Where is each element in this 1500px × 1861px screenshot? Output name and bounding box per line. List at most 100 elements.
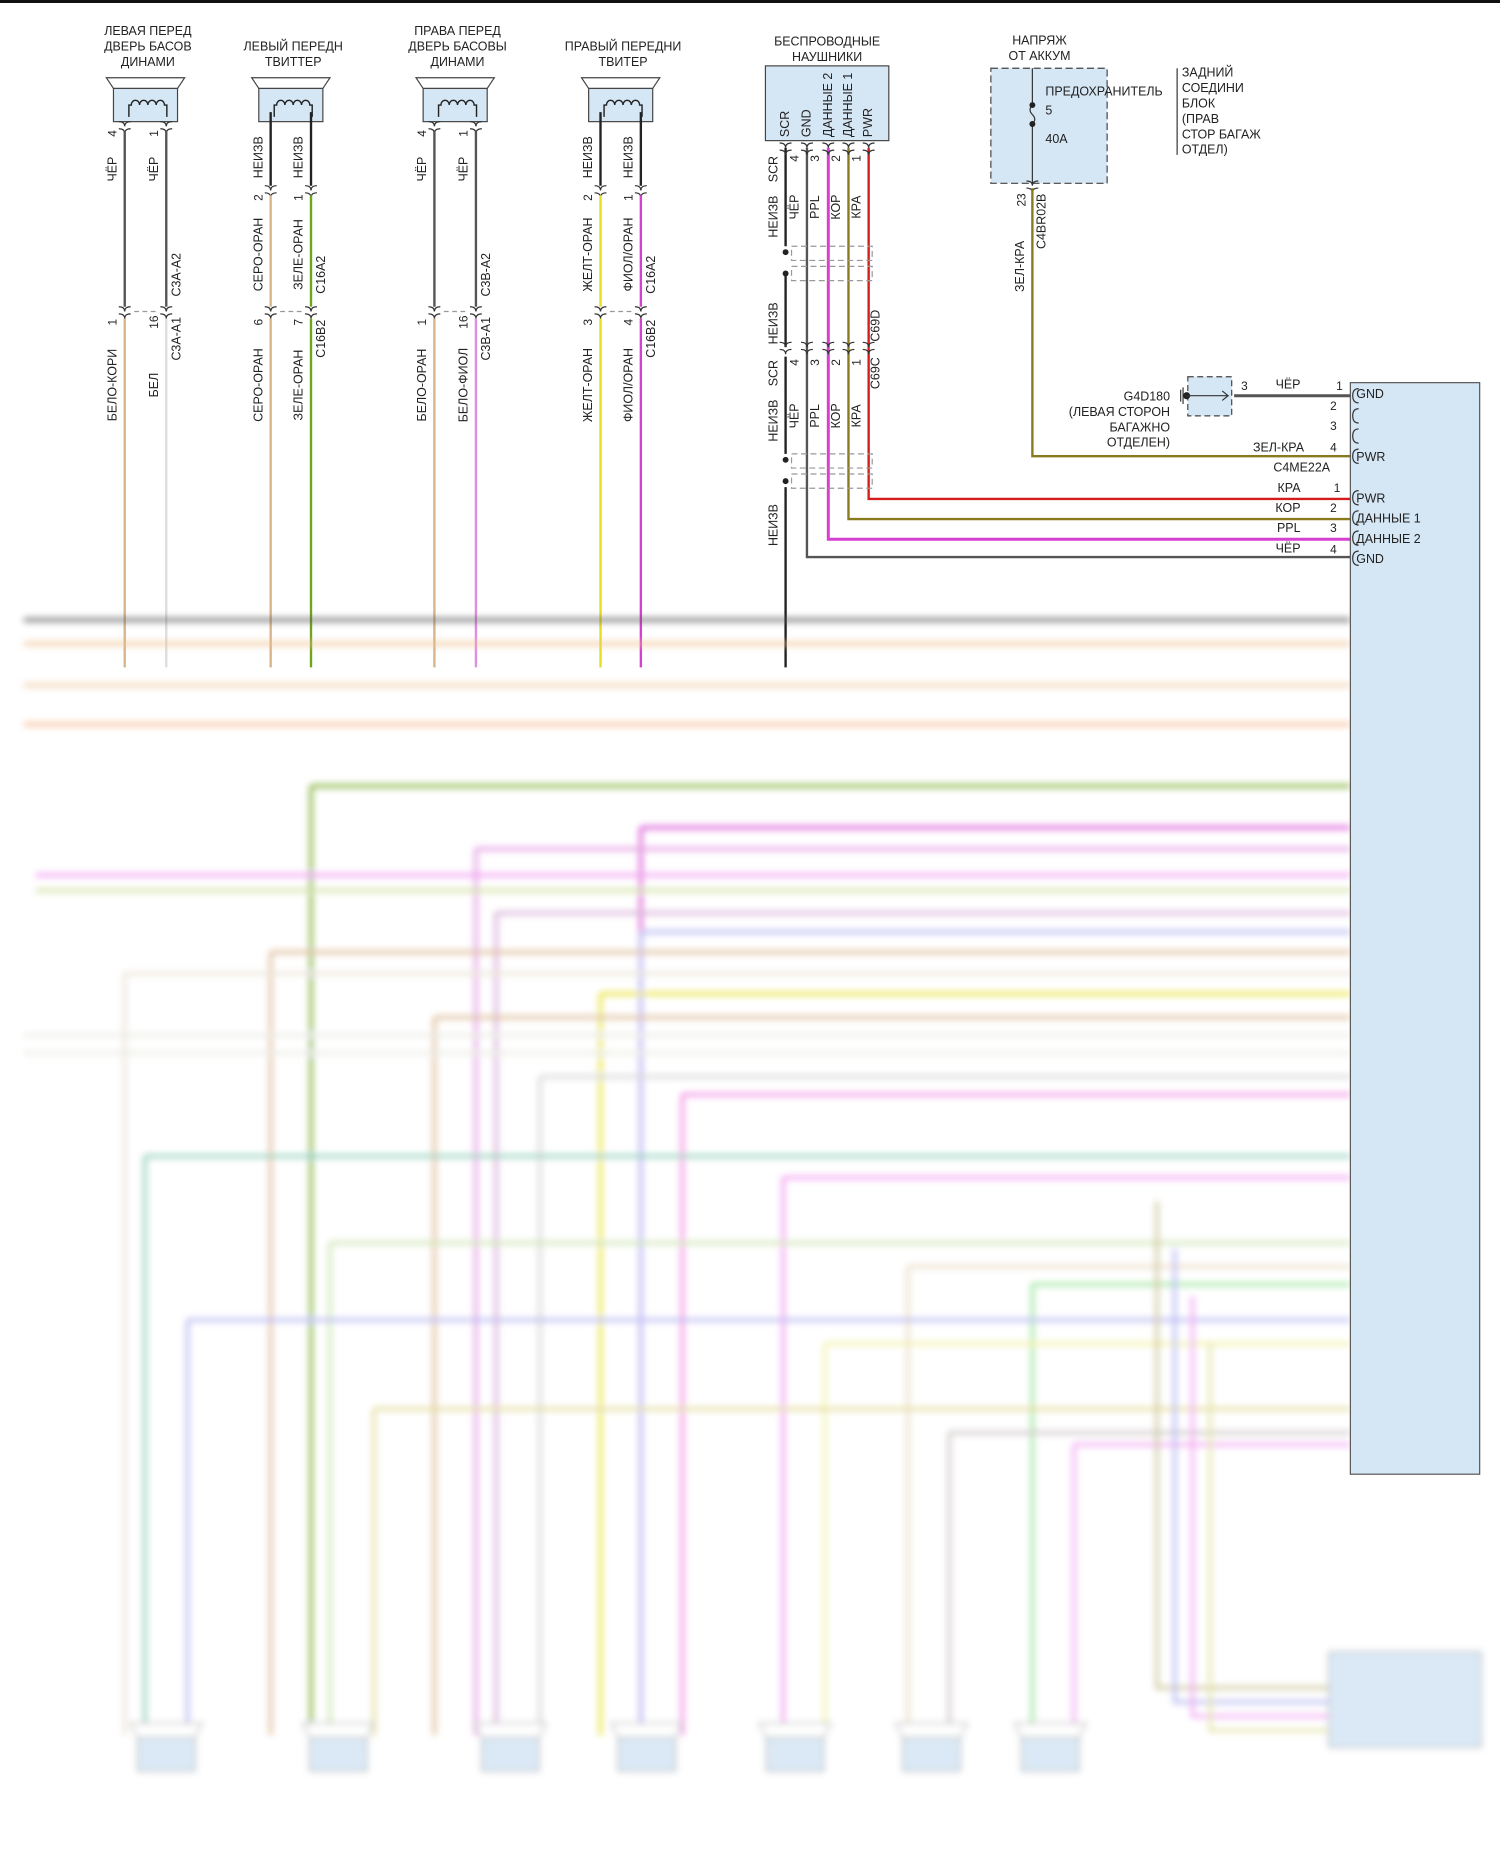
- wire-label: БЕЛО-КОРИ: [105, 349, 119, 421]
- connector-label: C3A-A2: [169, 253, 183, 297]
- wire-label: СЕРО-ОРАН: [251, 218, 265, 292]
- ground-name: G4D180: [1124, 389, 1170, 403]
- blurred-speaker: [309, 1737, 368, 1772]
- splice-dot: [782, 456, 789, 463]
- wire-label: НЕИЗВ: [581, 136, 595, 178]
- pin-number: 1: [457, 130, 471, 137]
- blurred-speaker: [1021, 1737, 1080, 1772]
- speaker-icon: [758, 1722, 832, 1739]
- pin-function: GND: [1356, 387, 1384, 401]
- splice-dot: [782, 478, 789, 485]
- pin-number: 3: [1241, 379, 1248, 393]
- pin-number: 4: [788, 359, 802, 366]
- pin-number: 2: [1330, 501, 1337, 515]
- wire-label: КРА: [849, 195, 863, 219]
- blurred-wire: [1172, 1248, 1329, 1704]
- wire-label: БЕЛ: [147, 373, 161, 398]
- wire-label: КОР: [829, 403, 843, 428]
- fuse-block: НАПРЯЖ ОТ АККУМ ЗАДНИЙ СОЕДИНИ БЛОК (ПРА…: [990, 34, 1353, 458]
- pin-name: PWR: [861, 108, 875, 137]
- ground-location: ОТДЕЛЕН): [1107, 436, 1170, 450]
- speaker-icon: [414, 77, 496, 90]
- wire-zel-kra: [1031, 188, 1353, 458]
- pin-number: 2: [829, 155, 843, 162]
- pin-number: 4: [1330, 543, 1337, 557]
- pin-hook: [1352, 428, 1359, 444]
- pin-number: 3: [1330, 419, 1337, 433]
- pin-number: 4: [622, 318, 636, 325]
- headphones-title-1: БЕСПРОВОДНЫЕ: [774, 35, 880, 49]
- location-text: СТОР БАГАЖ: [1182, 127, 1261, 141]
- connector-label: C4BR02B: [1034, 194, 1048, 249]
- speaker-icon: [105, 77, 186, 90]
- connector-label: C16A2: [314, 256, 328, 294]
- fuse-title-2: ОТ АККУМ: [1009, 49, 1071, 63]
- speaker-title: ТВИТТЕР: [265, 55, 322, 69]
- wire-pwr: [867, 147, 1353, 501]
- speaker-icon: [610, 1722, 684, 1739]
- pin-function: PWR: [1356, 450, 1385, 464]
- fuse-terminal: [1029, 102, 1036, 109]
- speaker-icon: [1013, 1722, 1087, 1739]
- wire-label: ЧЁР: [1276, 378, 1301, 392]
- blurred-wire: [1208, 1343, 1329, 1733]
- speaker-body: [258, 87, 324, 123]
- headphones-title-2: НАУШНИКИ: [792, 50, 862, 64]
- connector-label: C3B-A2: [479, 253, 493, 297]
- pin-name: ДАННЫЕ 1: [841, 73, 855, 137]
- pin-number: 4: [788, 155, 802, 162]
- speaker-title: ДИНАМИ: [431, 55, 485, 69]
- wire-label: КОР: [1275, 501, 1300, 515]
- location-text: ЗАДНИЙ: [1182, 65, 1234, 80]
- pin-number: 2: [829, 359, 843, 366]
- control-module: C4ME22A ЗЕЛ-КРА КРА КОР PPL ЧЁР GND PWR …: [1253, 379, 1481, 1475]
- pin-number: 2: [581, 194, 595, 201]
- speaker-icon: [580, 77, 661, 90]
- wire-label: ЧЁР: [457, 157, 471, 182]
- wire-label: ЗЕЛЕ-ОРАН: [292, 350, 306, 421]
- speaker-icon: [250, 77, 332, 90]
- pin-number: 1: [292, 194, 306, 201]
- speaker-icon: [894, 1722, 969, 1739]
- speaker-body: [112, 87, 179, 123]
- pin-number: 2: [251, 194, 265, 201]
- pin-number: 2: [1330, 399, 1337, 413]
- wire-label: PPL: [808, 404, 822, 428]
- pin-number: 6: [251, 318, 265, 325]
- pin-hook: [1352, 490, 1359, 506]
- pin-number: 1: [105, 318, 119, 325]
- fuse-block-box: [990, 67, 1108, 184]
- speaker-title: ТВИТЕР: [599, 55, 648, 69]
- blurred-speaker: [617, 1737, 676, 1772]
- pin-hook: [1352, 448, 1359, 464]
- pin-number: 3: [1330, 521, 1337, 535]
- connector-label: C4ME22A: [1273, 461, 1330, 475]
- connector-label: C69D: [868, 310, 882, 342]
- wire-label: ФИОЛ/ОРАН: [622, 348, 636, 422]
- pin-function: ДАННЫЕ 2: [1356, 532, 1420, 546]
- wire-label: SCR: [766, 360, 780, 386]
- speaker-2: ЛЕВЫЙ ПЕРЕДН ТВИТТЕР НЕИЗВ 2 СЕРО-ОРАН 6 СЕРО-…: [244, 38, 343, 668]
- fuse-rating: 40A: [1045, 132, 1068, 146]
- pin-name: ДАННЫЕ 2: [821, 73, 835, 137]
- blurred-speaker: [137, 1737, 196, 1772]
- pin-number: 16: [147, 315, 161, 329]
- wire-label: ЧЁР: [788, 403, 802, 428]
- wire-label: КРА: [1278, 481, 1302, 495]
- pin-number: 16: [457, 315, 471, 329]
- fuse-terminal: [1029, 121, 1036, 127]
- pin-number: 4: [1330, 440, 1337, 454]
- pin-number: 1: [849, 155, 863, 162]
- speaker-title: ДИНАМИ: [121, 55, 175, 69]
- pin-function: PWR: [1356, 492, 1385, 506]
- wire-label: НЕИЗВ: [766, 302, 780, 344]
- blurred-wire: [1155, 1201, 1329, 1690]
- wire-gnd: [805, 147, 1353, 559]
- wire-label: БЕЛО-ОРАН: [415, 349, 429, 422]
- pin-number: 1: [849, 359, 863, 366]
- wire-label: ЗЕЛ-КРА: [1253, 440, 1305, 454]
- pin-hook: [1352, 388, 1359, 404]
